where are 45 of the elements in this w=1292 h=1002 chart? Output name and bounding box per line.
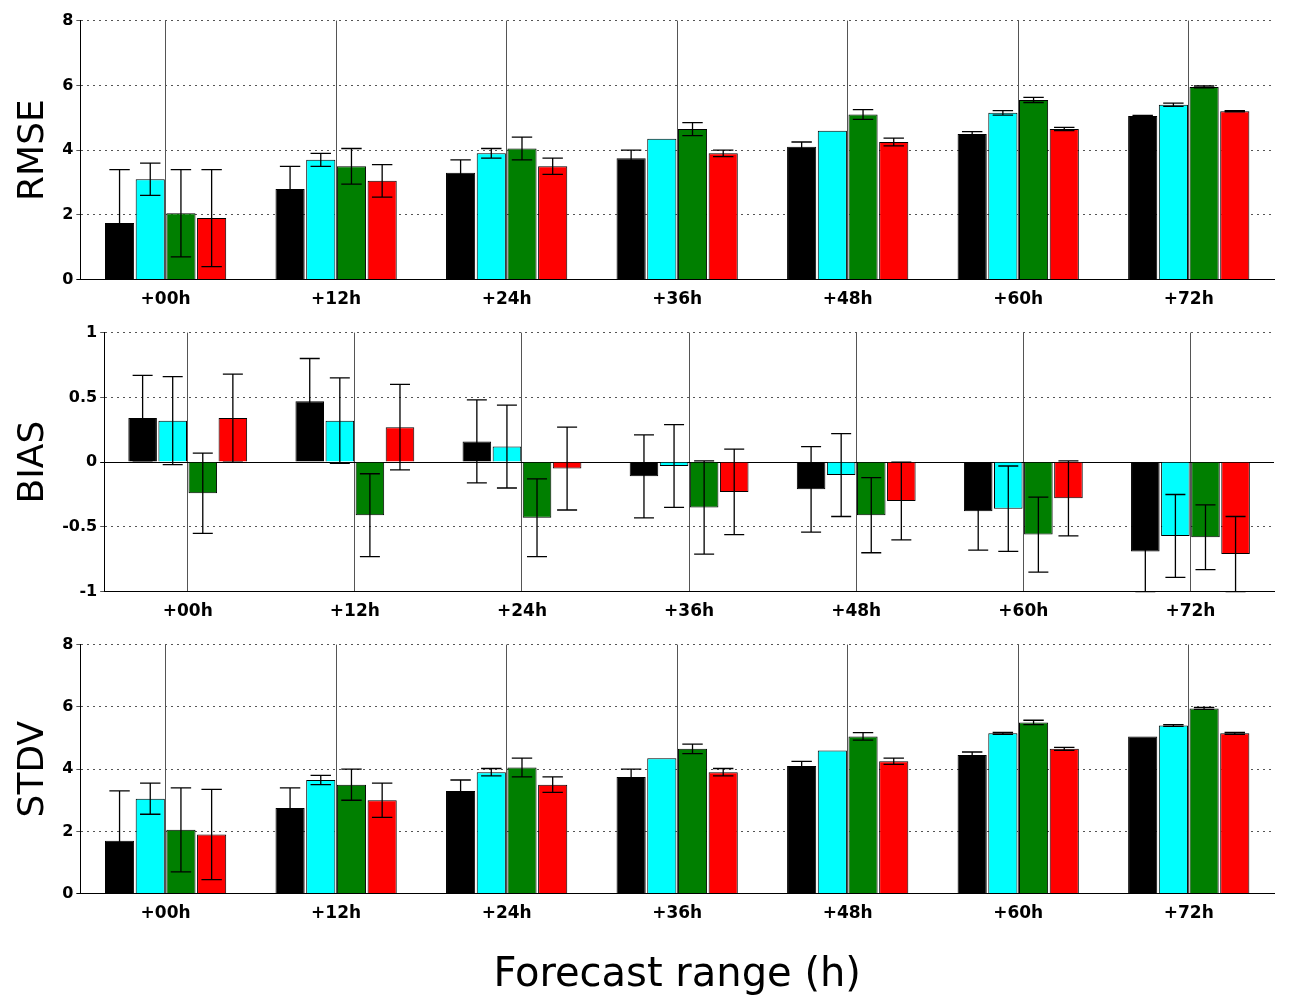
x-tick-label: +12h (311, 902, 362, 923)
y-tick-label: 8 (62, 9, 74, 29)
y-axis-title: BIAS (9, 420, 51, 504)
x-tick-label: +12h (329, 600, 380, 621)
x-tick-label: +36h (652, 288, 703, 309)
x-tick-label: +36h (652, 902, 703, 923)
x-tick-label: +48h (831, 600, 882, 621)
y-tick-label: 0.5 (68, 386, 98, 406)
x-tick-label: +12h (311, 288, 362, 309)
x-tick-label: +00h (140, 902, 191, 923)
y-tick-label: 0 (62, 882, 74, 902)
y-tick-label: 4 (62, 139, 74, 159)
y-tick-label: 2 (62, 204, 74, 224)
x-tick-label: +48h (822, 288, 873, 309)
x-axis-title: Forecast range (h) (493, 949, 861, 996)
y-axis-title: STDV (9, 720, 51, 818)
y-tick-label: -1 (79, 580, 98, 600)
y-tick-label: 6 (62, 74, 74, 94)
x-tick-label: +00h (162, 600, 213, 621)
x-tick-label: +24h (481, 288, 532, 309)
y-tick-label: -0.5 (62, 516, 98, 536)
bar (957, 133, 987, 280)
bar (1128, 736, 1158, 894)
x-tick-label: +36h (664, 600, 715, 621)
y-tick-label: 8 (62, 633, 74, 653)
bar (787, 765, 817, 894)
x-tick-label: +72h (1165, 600, 1216, 621)
y-tick-label: 1 (86, 321, 98, 341)
x-tick-label: +48h (822, 902, 873, 923)
x-tick-label: +60h (998, 600, 1049, 621)
x-tick-label: +60h (993, 902, 1044, 923)
y-tick-label: 2 (62, 820, 74, 840)
x-tick-label: +60h (993, 288, 1044, 309)
x-tick-label: +00h (140, 288, 191, 309)
y-tick-label: 0 (62, 268, 74, 288)
y-tick-label: 0 (86, 451, 98, 471)
bar (1128, 116, 1158, 280)
x-tick-label: +72h (1163, 902, 1214, 923)
y-tick-label: 6 (62, 696, 74, 716)
x-tick-label: +24h (496, 600, 547, 621)
x-tick-label: +72h (1163, 288, 1214, 309)
y-tick-label: 4 (62, 758, 74, 778)
x-tick-label: +24h (481, 902, 532, 923)
y-axis-title: RMSE (9, 99, 51, 201)
bar (957, 755, 987, 894)
